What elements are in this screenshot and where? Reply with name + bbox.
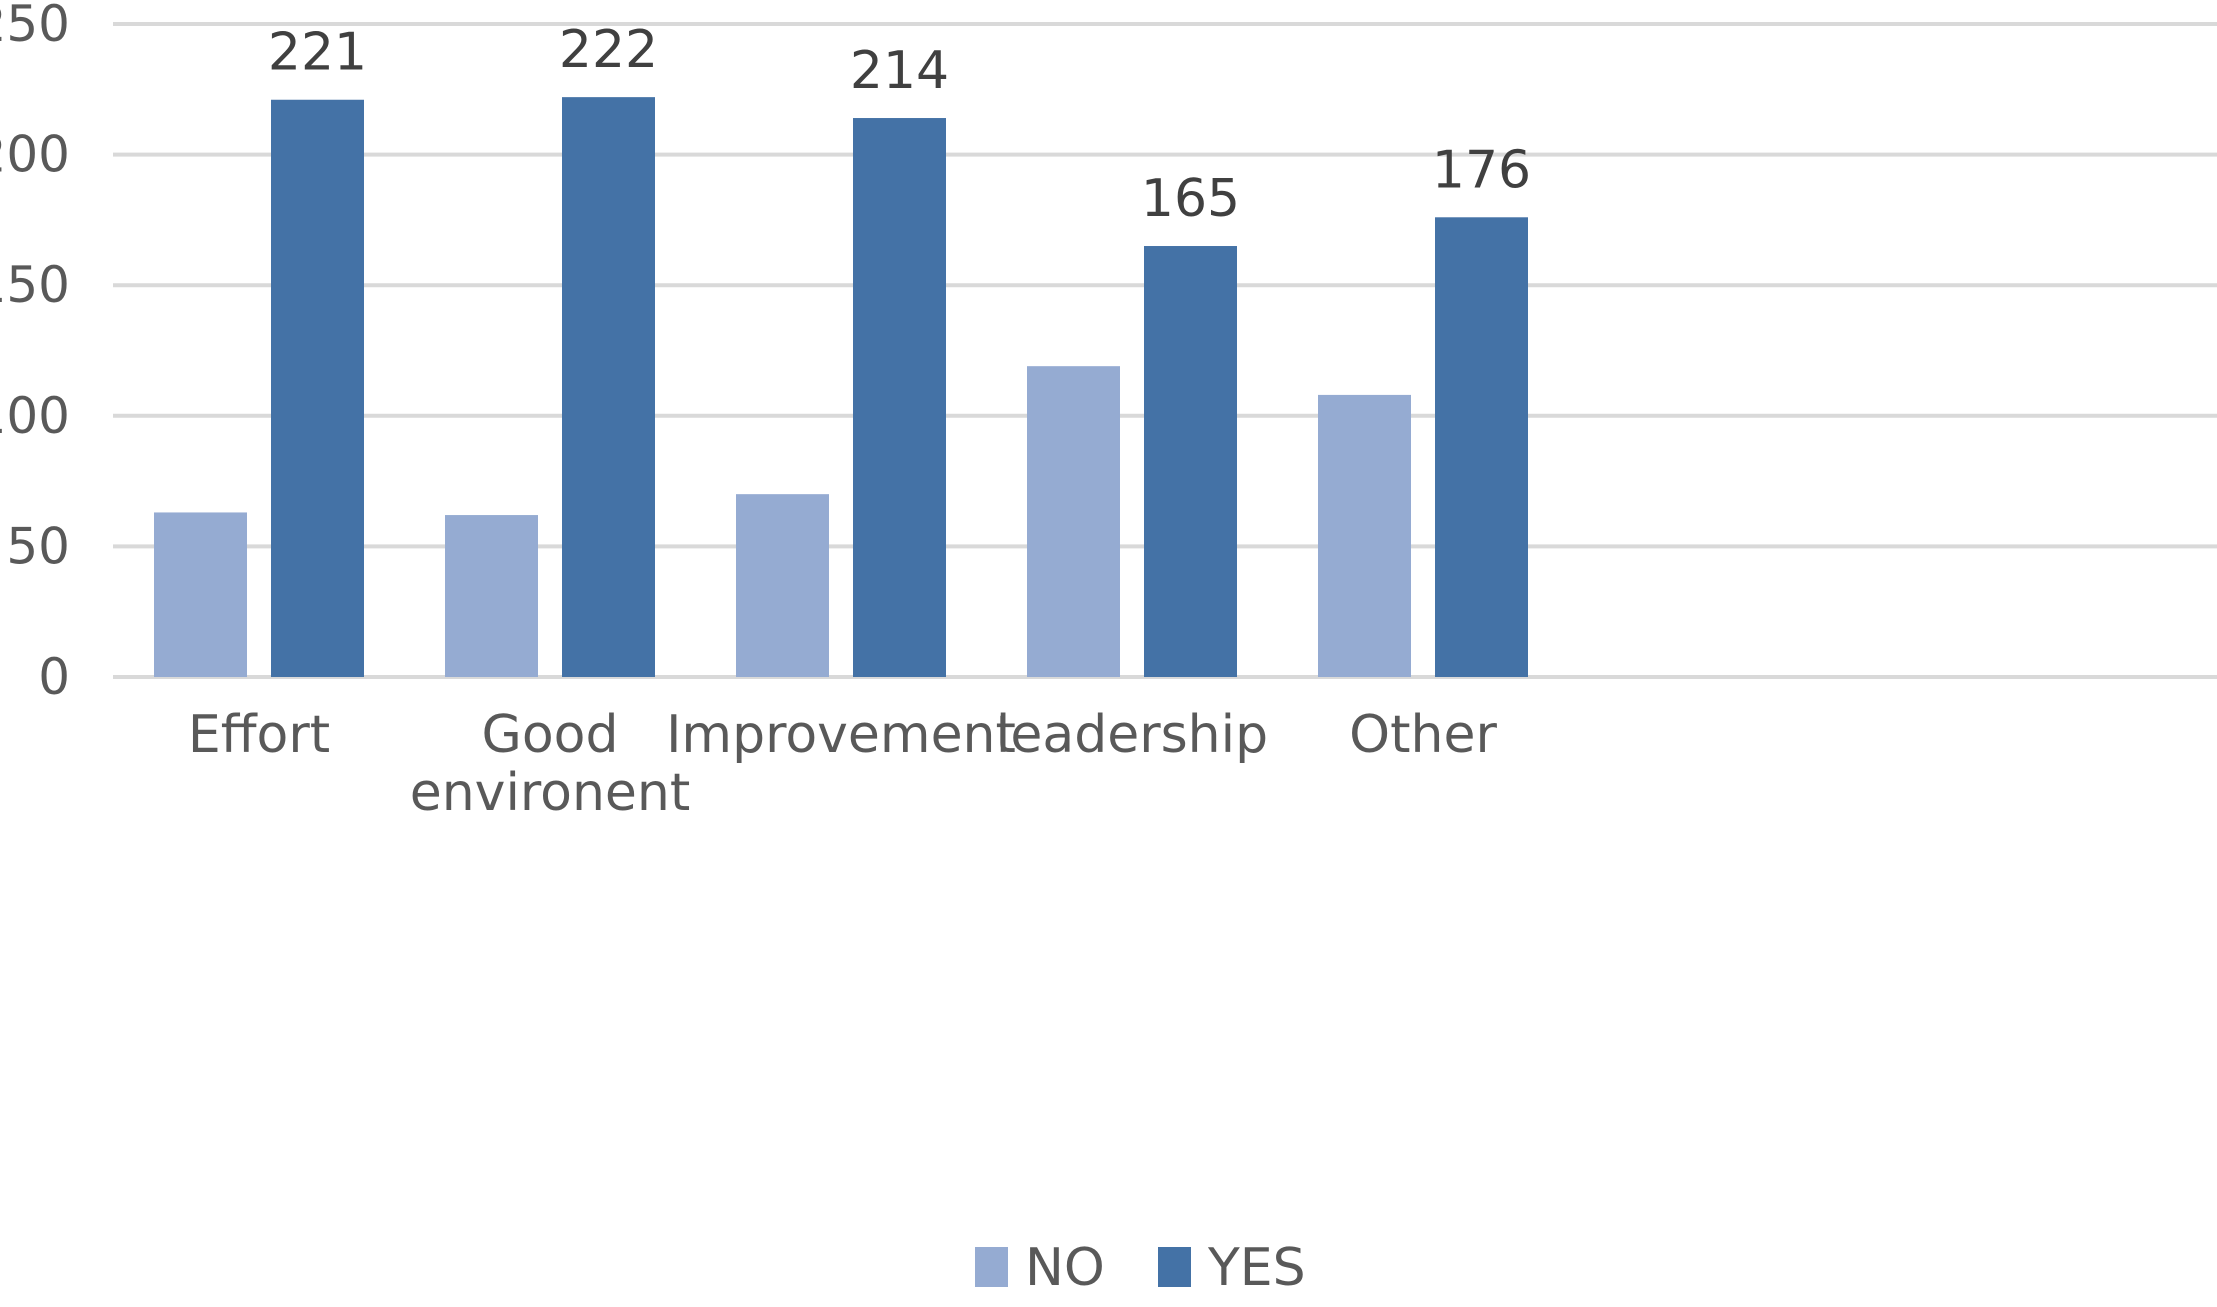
bar-no-4 [1318, 394, 1411, 677]
legend-swatch-yes [1158, 1247, 1191, 1287]
x-category-label: Good [482, 705, 619, 765]
y-tick-label: 100 [0, 387, 70, 445]
bars [154, 97, 1528, 678]
legend-label-no: NO [1025, 1238, 1105, 1298]
x-category-label: leadership [996, 705, 1268, 765]
data-labels: 221 222 214 165 176 [268, 20, 1531, 229]
y-tick-label: 150 [0, 256, 70, 314]
bar-no-2 [736, 494, 829, 677]
y-tick-label: 250 [0, 0, 70, 53]
bar-no-0 [154, 512, 247, 677]
bar-no-3 [1027, 366, 1120, 677]
bar-yes-1 [562, 97, 655, 678]
x-category-label: Improvement [666, 705, 1016, 765]
y-tick-label: 0 [38, 648, 70, 706]
x-category-label: Other [1349, 705, 1497, 765]
y-tick-label: 50 [6, 517, 70, 575]
data-label-yes-4: 176 [1432, 140, 1531, 200]
x-category-label: Effort [188, 705, 330, 765]
bar-yes-0 [271, 99, 364, 678]
data-label-yes-0: 221 [268, 23, 367, 83]
y-tick-label: 200 [0, 126, 70, 184]
data-label-yes-2: 214 [850, 41, 949, 101]
bar-no-1 [445, 515, 538, 677]
bar-yes-4 [1435, 217, 1528, 677]
x-axis-categories: Effort GoodenvironentImprovementleadershi… [188, 705, 1498, 823]
legend-label-yes: YES [1207, 1238, 1306, 1298]
bar-yes-2 [853, 118, 946, 678]
y-axis-ticks: 0 50 100 150 200 250 [0, 0, 70, 706]
bar-yes-3 [1144, 246, 1237, 677]
data-label-yes-1: 222 [559, 20, 658, 80]
data-label-yes-3: 165 [1141, 169, 1240, 229]
legend: NO YES [975, 1238, 1306, 1298]
x-category-label: environent [410, 763, 691, 823]
legend-swatch-no [975, 1247, 1008, 1287]
